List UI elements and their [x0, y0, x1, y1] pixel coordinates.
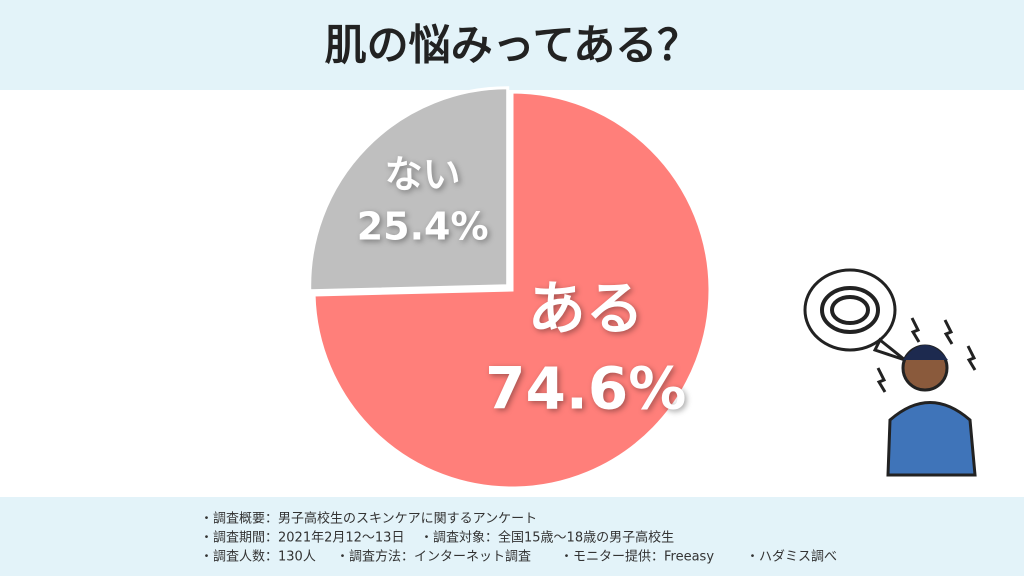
slice-value: 74.6%: [485, 354, 686, 422]
note: ・調査概要：男子高校生のスキンケアに関するアンケート: [200, 511, 537, 527]
illustration: [803, 268, 977, 477]
note: ・調査期間：2021年2月12〜13日: [200, 531, 404, 546]
notes: ・調査概要：男子高校生のスキンケアに関するアンケート・調査期間：2021年2月1…: [200, 511, 837, 565]
note: ・ハダミス調べ: [746, 550, 837, 565]
title-band: [0, 0, 1024, 90]
slice-value: 25.4%: [357, 204, 489, 248]
chart-title: 肌の悩みってある？: [325, 21, 700, 70]
note: ・調査方法：インターネット調査: [336, 549, 531, 565]
notes-band: [0, 497, 1024, 576]
note: ・調査対象：全国15歳〜18歳の男子高校生: [420, 530, 674, 546]
pie: ある 74.6% ない 25.4%: [308, 86, 712, 490]
slice-category: ある: [528, 274, 644, 342]
pie-slice: [308, 86, 510, 293]
note: ・調査人数：130人: [200, 550, 316, 565]
pie-slice: [312, 90, 712, 490]
slice-category: ない: [385, 152, 461, 196]
note: ・モニター提供：Freeasy: [560, 549, 714, 565]
